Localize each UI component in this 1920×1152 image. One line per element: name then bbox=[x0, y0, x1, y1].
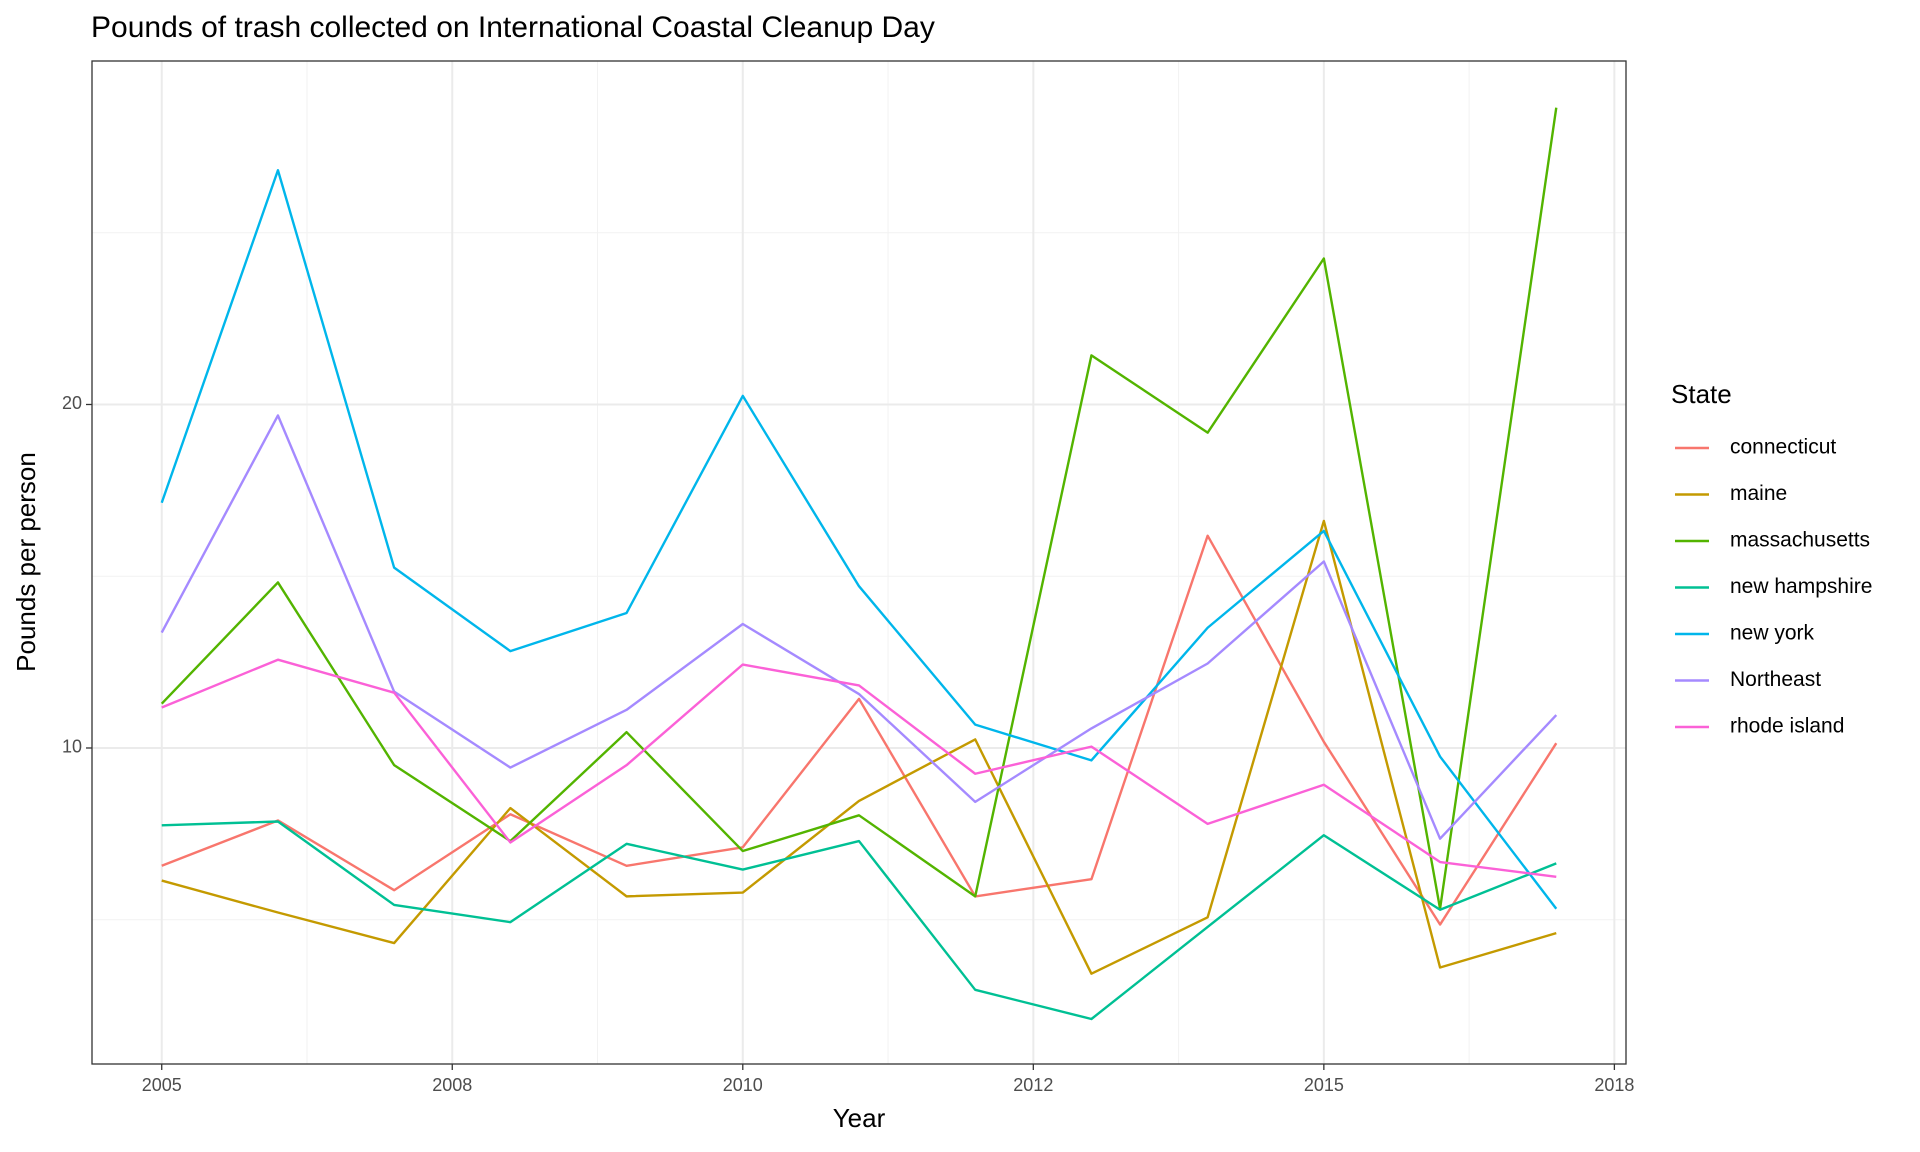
series-line bbox=[161, 658, 1557, 878]
y-axis-title: Pounds per person bbox=[11, 452, 41, 672]
legend-label: Northeast bbox=[1730, 668, 1821, 691]
plot-border bbox=[91, 60, 1627, 1065]
legend-title: State bbox=[1671, 379, 1732, 409]
x-tick-label: 2012 bbox=[1013, 1075, 1053, 1095]
series-line bbox=[160, 414, 1558, 840]
x-tick-label: 2008 bbox=[432, 1075, 472, 1095]
series-line bbox=[161, 519, 1557, 975]
series-line bbox=[161, 820, 1557, 1021]
legend-label: new york bbox=[1730, 622, 1815, 645]
x-tick-label: 2010 bbox=[723, 1075, 763, 1095]
chart-title: Pounds of trash collected on Internation… bbox=[91, 11, 935, 44]
x-axis-title: Year bbox=[833, 1103, 886, 1133]
series-line bbox=[160, 107, 1558, 910]
x-tick-label: 2018 bbox=[1594, 1075, 1634, 1095]
legend-label: new hampshire bbox=[1730, 575, 1872, 598]
legend-label: rhode island bbox=[1730, 715, 1844, 738]
legend-label: connecticut bbox=[1730, 436, 1836, 459]
y-tick-label: 10 bbox=[62, 737, 82, 757]
series-line bbox=[160, 169, 1558, 910]
legend-label: maine bbox=[1730, 482, 1787, 505]
x-tick-label: 2005 bbox=[142, 1075, 182, 1095]
x-tick-label: 2015 bbox=[1304, 1075, 1344, 1095]
y-tick-label: 20 bbox=[62, 393, 82, 413]
series-line bbox=[161, 534, 1558, 926]
legend-label: massachusetts bbox=[1730, 529, 1870, 552]
